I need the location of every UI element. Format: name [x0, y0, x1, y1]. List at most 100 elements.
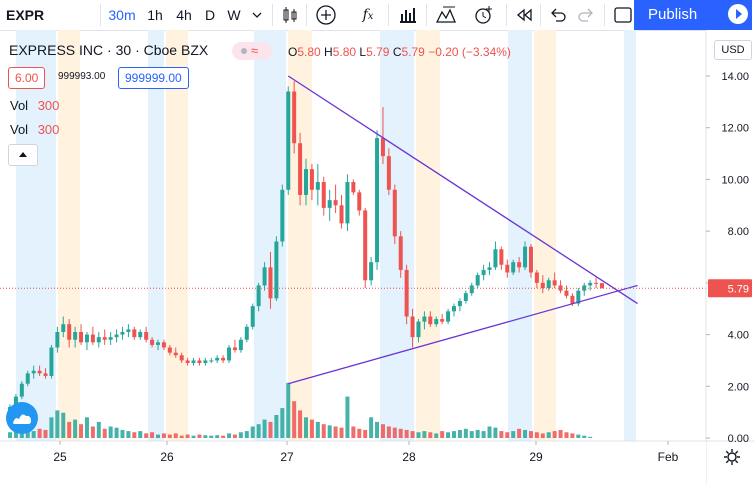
candle-body	[398, 236, 403, 270]
compare-badge-icon[interactable]: ≈	[232, 42, 272, 60]
candle-body	[576, 290, 581, 304]
candle-body	[19, 383, 24, 397]
volume-bar	[197, 434, 202, 438]
chevron-down-icon[interactable]	[248, 3, 266, 27]
candle-body	[292, 91, 297, 144]
candle-body	[534, 272, 539, 283]
y-tick-label: 0.00	[728, 433, 749, 445]
price-chart[interactable]: 14.00 12.00 10.00 8.00 6.00 4.00 2.00 0.00 5.79 2…	[0, 30, 754, 484]
candle-body	[286, 91, 291, 190]
candle-body	[392, 189, 397, 237]
alert-clock-icon[interactable]	[470, 3, 498, 27]
sell-button[interactable]: 6.00	[8, 67, 46, 89]
candle-body	[594, 282, 599, 284]
add-indicator-icon[interactable]	[312, 3, 340, 27]
candle-body	[452, 306, 456, 312]
close-label: C	[392, 45, 402, 59]
volume-bar	[505, 432, 510, 438]
volume-bar	[457, 429, 462, 438]
candle-body	[375, 138, 380, 263]
x-tick-label: 27	[280, 450, 294, 464]
toolbar-divider	[272, 4, 273, 26]
volume-bar	[570, 433, 575, 438]
candle-body	[102, 337, 107, 340]
candle-body	[156, 342, 160, 345]
candle-body	[298, 143, 303, 195]
publish-button[interactable]: Publish	[634, 0, 752, 30]
vol-label: Vol	[10, 98, 29, 113]
vol-value: 300	[37, 122, 60, 137]
vol-value: 300	[37, 98, 60, 113]
volume-bar	[203, 435, 208, 438]
candle-body	[150, 339, 155, 345]
candle-body	[167, 347, 172, 353]
candle-body	[49, 347, 54, 376]
candle-body	[540, 282, 545, 289]
legend-exchange: Cboe BZX	[143, 42, 209, 58]
premarket-session-band	[148, 30, 164, 441]
candle-body	[351, 182, 356, 193]
toolbar-divider	[100, 4, 101, 26]
templates-icon[interactable]	[432, 3, 460, 27]
play-icon[interactable]	[728, 4, 748, 24]
candle-body	[268, 267, 273, 299]
volume-bar	[345, 396, 350, 438]
candle-body	[132, 329, 137, 338]
interval-w[interactable]: W	[227, 7, 241, 23]
volume-bar	[434, 433, 439, 438]
interval-4h[interactable]: 4h	[176, 7, 192, 23]
volume-bar	[268, 421, 273, 438]
volume-bar	[523, 429, 528, 438]
high-value: 5.80	[332, 45, 357, 59]
candle-body	[55, 331, 60, 348]
candle-body	[173, 352, 178, 356]
candle-body	[463, 293, 468, 301]
redo-icon[interactable]	[574, 3, 598, 27]
usd-currency-button[interactable]: USD	[714, 40, 752, 60]
volume-bar	[588, 436, 593, 438]
interval-30m[interactable]: 30m	[108, 7, 136, 23]
chart-settings-gear-icon[interactable]	[720, 446, 744, 468]
symbol-search[interactable]: EXPR	[6, 7, 45, 23]
buy-button[interactable]: 999999.00	[118, 67, 189, 89]
fullscreen-icon[interactable]	[612, 3, 634, 27]
volume-bar	[274, 415, 279, 438]
top-toolbar: EXPR 30m 1h 4h D W fx Publish	[0, 0, 754, 31]
candle-body	[386, 156, 391, 190]
volume-bar	[517, 428, 522, 438]
candle-body	[505, 264, 510, 273]
collapse-legend-button[interactable]	[8, 144, 38, 166]
volume-bar	[227, 433, 232, 438]
volume-bar	[55, 410, 60, 438]
candle-body	[327, 200, 332, 208]
volume-bar	[108, 426, 113, 438]
volume-bar	[114, 427, 119, 438]
candles-icon[interactable]	[278, 3, 302, 27]
candle-body	[523, 246, 528, 268]
candle-body	[558, 285, 563, 291]
volume-bar	[132, 432, 137, 438]
candle-body	[546, 280, 551, 289]
function-icon[interactable]: fx	[362, 7, 374, 23]
bar-chart-icon[interactable]	[394, 3, 422, 27]
replay-icon[interactable]	[512, 3, 536, 27]
candle-body	[215, 357, 220, 361]
tradingview-logo-icon[interactable]	[6, 402, 38, 434]
candle-body	[37, 370, 42, 374]
toolbar-divider	[540, 4, 541, 26]
candle-body	[244, 326, 249, 340]
volume-bar	[487, 426, 492, 438]
candle-body	[552, 280, 557, 286]
volume-bar	[173, 433, 178, 438]
candle-body	[280, 189, 285, 242]
candle-body	[61, 324, 66, 332]
legend-symbol-line: EXPRESS INC · 30 · Cboe BZX	[9, 42, 208, 58]
interval-d[interactable]: D	[204, 7, 216, 23]
x-tick-label: 28	[402, 450, 416, 464]
volume-bar	[286, 382, 291, 438]
premarket-session-band	[380, 30, 414, 441]
volume-bar	[357, 428, 362, 438]
undo-icon[interactable]	[546, 3, 570, 27]
interval-1h[interactable]: 1h	[147, 7, 163, 23]
y-tick-label: 8.00	[728, 226, 749, 238]
